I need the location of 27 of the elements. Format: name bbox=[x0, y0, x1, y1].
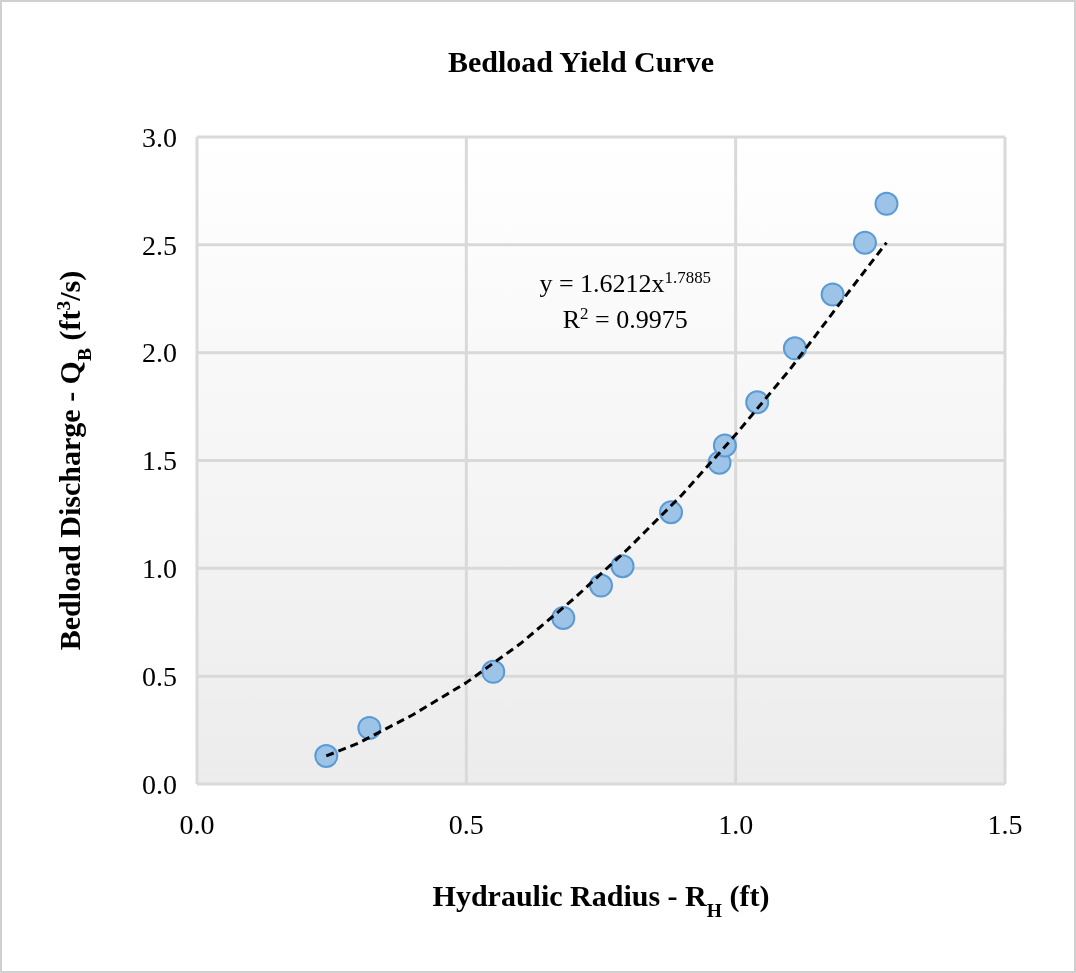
y-tick-label: 3.0 bbox=[142, 121, 177, 153]
point bbox=[782, 336, 807, 361]
y-tick-label: 2.0 bbox=[142, 337, 177, 369]
annotation: R$^{2}$ = 0.9975 bbox=[562, 303, 688, 334]
point bbox=[551, 605, 576, 630]
x-tick-label: 0.5 bbox=[448, 809, 484, 840]
point bbox=[874, 191, 899, 216]
annotation: y = 1.6212x$^{1.7885}$ bbox=[539, 267, 712, 298]
x-tick-label: 0.0 bbox=[179, 809, 215, 840]
point bbox=[820, 282, 845, 307]
y-tick-label: 2.5 bbox=[142, 229, 177, 261]
point bbox=[589, 573, 613, 598]
point bbox=[314, 743, 339, 768]
point bbox=[712, 433, 737, 458]
point bbox=[745, 390, 770, 415]
point bbox=[481, 659, 506, 684]
x-tick-label: 1.5 bbox=[987, 809, 1023, 840]
y-tick-label: 1.5 bbox=[142, 445, 177, 477]
y-tick-label: 1.0 bbox=[142, 553, 177, 585]
x-axis-title: Hydraulic Radius - R$_{H}$ (ft) bbox=[432, 879, 770, 921]
y-tick-label: 0.0 bbox=[142, 768, 177, 800]
point bbox=[610, 554, 635, 579]
chart-title: Bedload Yield Curve bbox=[447, 45, 715, 78]
x-tick-label: 1.0 bbox=[718, 809, 754, 840]
y-tick-label: 0.5 bbox=[142, 660, 177, 692]
point bbox=[357, 715, 382, 740]
point bbox=[852, 230, 877, 255]
